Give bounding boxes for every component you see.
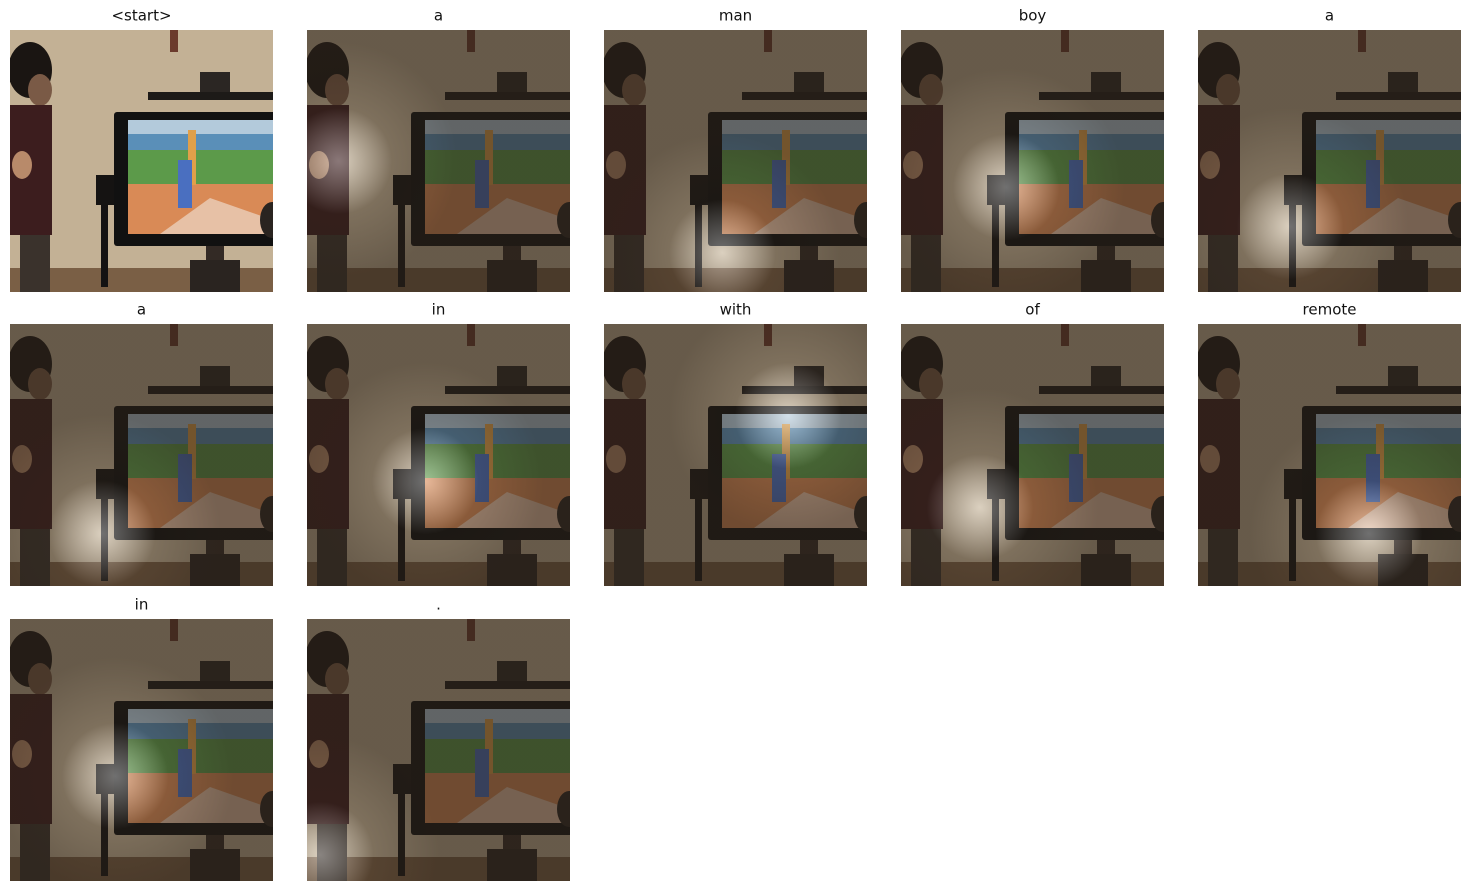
panel-title: . (436, 596, 441, 614)
attention-overlay (1198, 324, 1461, 586)
attention-overlay (901, 324, 1164, 586)
panel: a (10, 301, 273, 586)
panel-title: remote (1303, 301, 1357, 319)
attention-overlay (604, 30, 867, 292)
panel-title: man (719, 7, 752, 25)
panel-title: a (434, 7, 443, 25)
attention-overlay (307, 619, 570, 881)
attention-overlay (307, 30, 570, 292)
panel: remote (1198, 301, 1461, 586)
panel-title: <start> (111, 7, 171, 25)
attention-overlay (1198, 30, 1461, 292)
panel-title: a (137, 301, 146, 319)
panel-title: in (135, 596, 149, 614)
panel-title: boy (1019, 7, 1047, 25)
panel: a (307, 7, 570, 292)
panel: <start> (10, 7, 273, 292)
panel: with (604, 301, 867, 586)
attention-overlay (604, 324, 867, 586)
panel: in (10, 596, 273, 881)
panel-title: a (1325, 7, 1334, 25)
panel: of (901, 301, 1164, 586)
panel: a (1198, 7, 1461, 292)
attention-overlay (10, 324, 273, 586)
panel: man (604, 7, 867, 292)
panel: . (307, 596, 570, 881)
attention-overlay (10, 619, 273, 881)
panel-title: of (1025, 301, 1040, 319)
panel-title: in (432, 301, 446, 319)
panel: in (307, 301, 570, 586)
panel-title: with (720, 301, 752, 319)
panel: boy (901, 7, 1164, 292)
panel-image (10, 30, 273, 292)
attention-overlay (307, 324, 570, 586)
attention-overlay (901, 30, 1164, 292)
